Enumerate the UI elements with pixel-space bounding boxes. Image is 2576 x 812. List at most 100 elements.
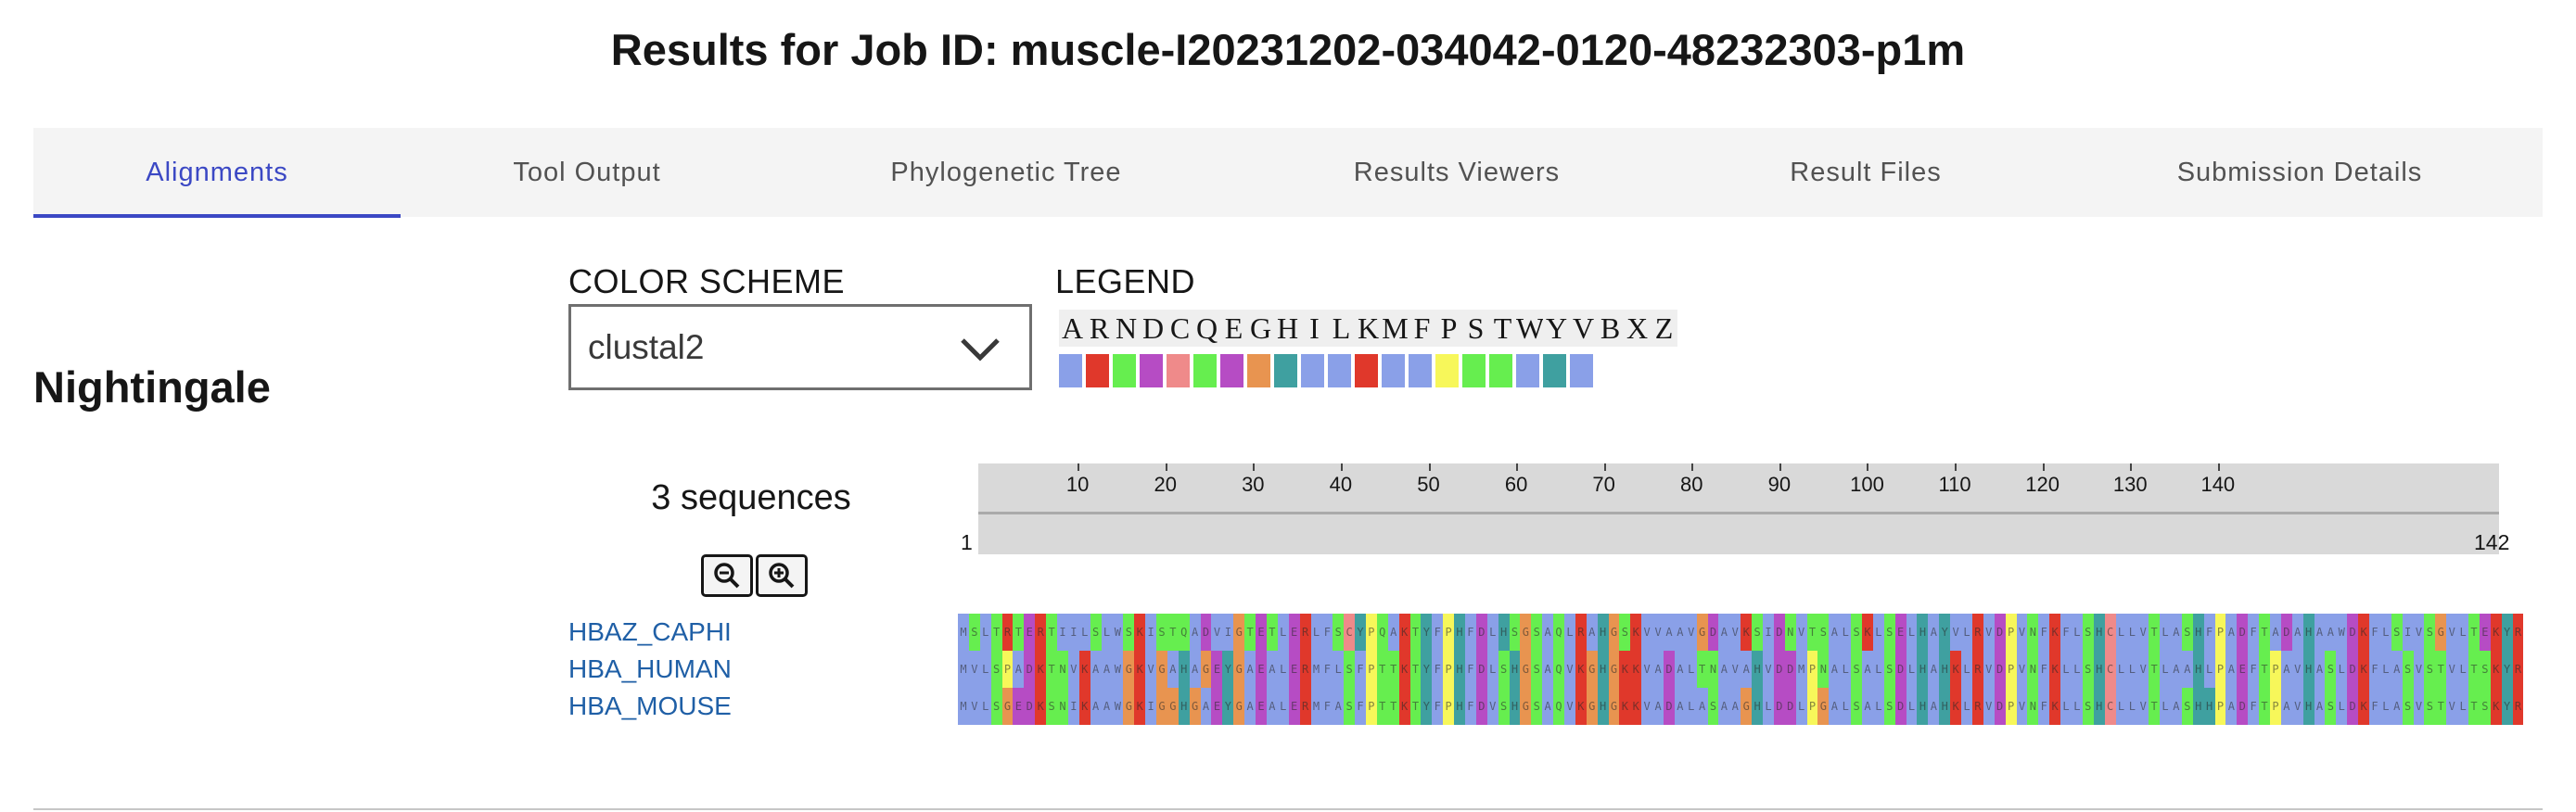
residue-cell: D xyxy=(2280,614,2292,651)
residue-cell: A xyxy=(1674,651,1686,688)
residue-cell: T xyxy=(1409,688,1422,725)
sequence-label[interactable]: HBAZ_CAPHI xyxy=(568,617,732,646)
residue-cell: T xyxy=(2468,651,2480,688)
residue-cell: K xyxy=(1950,651,1962,688)
residue-cell: K xyxy=(2049,688,2061,725)
residue-cell: A xyxy=(1829,614,1841,651)
residue-cell: S xyxy=(1531,614,1543,651)
residue-cell: H xyxy=(1752,688,1764,725)
residue-cell: C xyxy=(2104,688,2116,725)
residue-cell: L xyxy=(2379,688,2391,725)
residue-cell: Q xyxy=(1553,688,1564,725)
ruler-tick-label: 100 xyxy=(1850,473,1884,496)
residue-cell: L xyxy=(1310,614,1322,651)
residue-cell: L xyxy=(2379,651,2391,688)
residue-cell: Y xyxy=(2501,651,2513,688)
color-scheme-select[interactable]: clustal2 xyxy=(568,304,1032,390)
ruler-tick xyxy=(1955,463,1958,471)
divider xyxy=(33,808,2543,810)
ruler-tick xyxy=(1253,463,1256,471)
residue-cell: H xyxy=(1498,614,1510,651)
residue-cell: L xyxy=(1795,688,1807,725)
residue-cell: P xyxy=(2214,688,2226,725)
residue-cell: F xyxy=(1321,651,1333,688)
residue-cell: H xyxy=(1752,651,1764,688)
tab-alignments[interactable]: Alignments xyxy=(33,128,401,218)
residue-cell: A xyxy=(2391,688,2403,725)
residue-cell: R xyxy=(1971,651,1983,688)
residue-cell: G xyxy=(1233,651,1245,688)
chevron-down-icon xyxy=(961,338,1000,362)
tab-phylogenetic-tree[interactable]: Phylogenetic Tree xyxy=(773,128,1239,217)
residue-cell: S xyxy=(1090,614,1102,651)
ruler-tick xyxy=(2042,463,2045,471)
residue-cell: S xyxy=(2479,688,2491,725)
residue-cell: N xyxy=(1707,651,1719,688)
residue-cell: L xyxy=(1872,688,1884,725)
residue-cell: V xyxy=(1983,688,1995,725)
residue-cell: S xyxy=(2325,651,2337,688)
residue-cell: F xyxy=(2248,651,2260,688)
residue-cell: A xyxy=(2170,688,2182,725)
legend-swatch xyxy=(1409,354,1432,387)
residue-cell: V xyxy=(1486,688,1498,725)
residue-cell: T xyxy=(1266,614,1278,651)
residue-cell: H xyxy=(1178,651,1190,688)
residue-cell: A xyxy=(1200,688,1212,725)
residue-cell: R xyxy=(1035,614,1047,651)
residue-cell: A xyxy=(2314,688,2326,725)
sequence-label[interactable]: HBA_HUMAN xyxy=(568,654,732,683)
legend-letter: K xyxy=(1355,310,1382,347)
residue-cell: L xyxy=(2126,614,2138,651)
residue-cell: V xyxy=(2016,614,2028,651)
residue-cell: P xyxy=(1806,688,1818,725)
ruler-tick xyxy=(1340,463,1343,471)
residue-cell: H xyxy=(1917,688,1929,725)
residue-cell: D xyxy=(1475,688,1487,725)
residue-cell: H xyxy=(2192,688,2204,725)
residue-cell: E xyxy=(1288,651,1300,688)
residue-cell: R xyxy=(1299,688,1311,725)
residue-cell: F xyxy=(1321,614,1333,651)
residue-cell: A xyxy=(2225,651,2238,688)
residue-cell: G xyxy=(1586,688,1598,725)
zoom-in-button[interactable] xyxy=(756,554,808,597)
residue-cell: S xyxy=(2424,614,2436,651)
residue-cell: A xyxy=(2280,688,2292,725)
residue-cell: P xyxy=(1001,651,1014,688)
tab-results-viewers[interactable]: Results Viewers xyxy=(1239,128,1675,217)
residue-cell: T xyxy=(2435,688,2447,725)
ruler-tick-label: 110 xyxy=(1938,473,1971,496)
residue-cell: A xyxy=(1542,614,1554,651)
residue-cell: M xyxy=(958,651,969,688)
legend-letter: N xyxy=(1113,310,1140,347)
residue-cell: K xyxy=(1398,614,1410,651)
residue-cell: A xyxy=(1928,651,1940,688)
residue-cell: M xyxy=(958,688,969,725)
residue-cell: L xyxy=(1078,614,1090,651)
tab-submission-details[interactable]: Submission Details xyxy=(2057,128,2543,217)
residue-cell: Y xyxy=(1421,614,1433,651)
residue-cell: S xyxy=(1851,688,1863,725)
residue-cell: V xyxy=(1145,651,1157,688)
tab-tool-output[interactable]: Tool Output xyxy=(401,128,773,217)
sequence-label[interactable]: HBA_MOUSE xyxy=(568,691,732,720)
residue-cell: G xyxy=(1696,614,1708,651)
residue-cell: S xyxy=(1851,651,1863,688)
zoom-out-button[interactable] xyxy=(701,554,753,597)
residue-cell: T xyxy=(1806,614,1818,651)
residue-cell: F xyxy=(2038,614,2050,651)
residue-cell: A xyxy=(1862,688,1873,725)
residue-cell: L xyxy=(2115,614,2127,651)
residue-cell: K xyxy=(2358,614,2369,651)
residue-cell: K xyxy=(1134,651,1146,688)
residue-cell: R xyxy=(1299,614,1311,651)
residue-cell: F xyxy=(1464,651,1476,688)
navigation-track[interactable] xyxy=(978,512,2499,554)
residue-cell: H xyxy=(1917,614,1929,651)
tab-result-files[interactable]: Result Files xyxy=(1675,128,2057,217)
residue-cell: A xyxy=(1333,688,1345,725)
residue-cell: A xyxy=(2170,614,2182,651)
